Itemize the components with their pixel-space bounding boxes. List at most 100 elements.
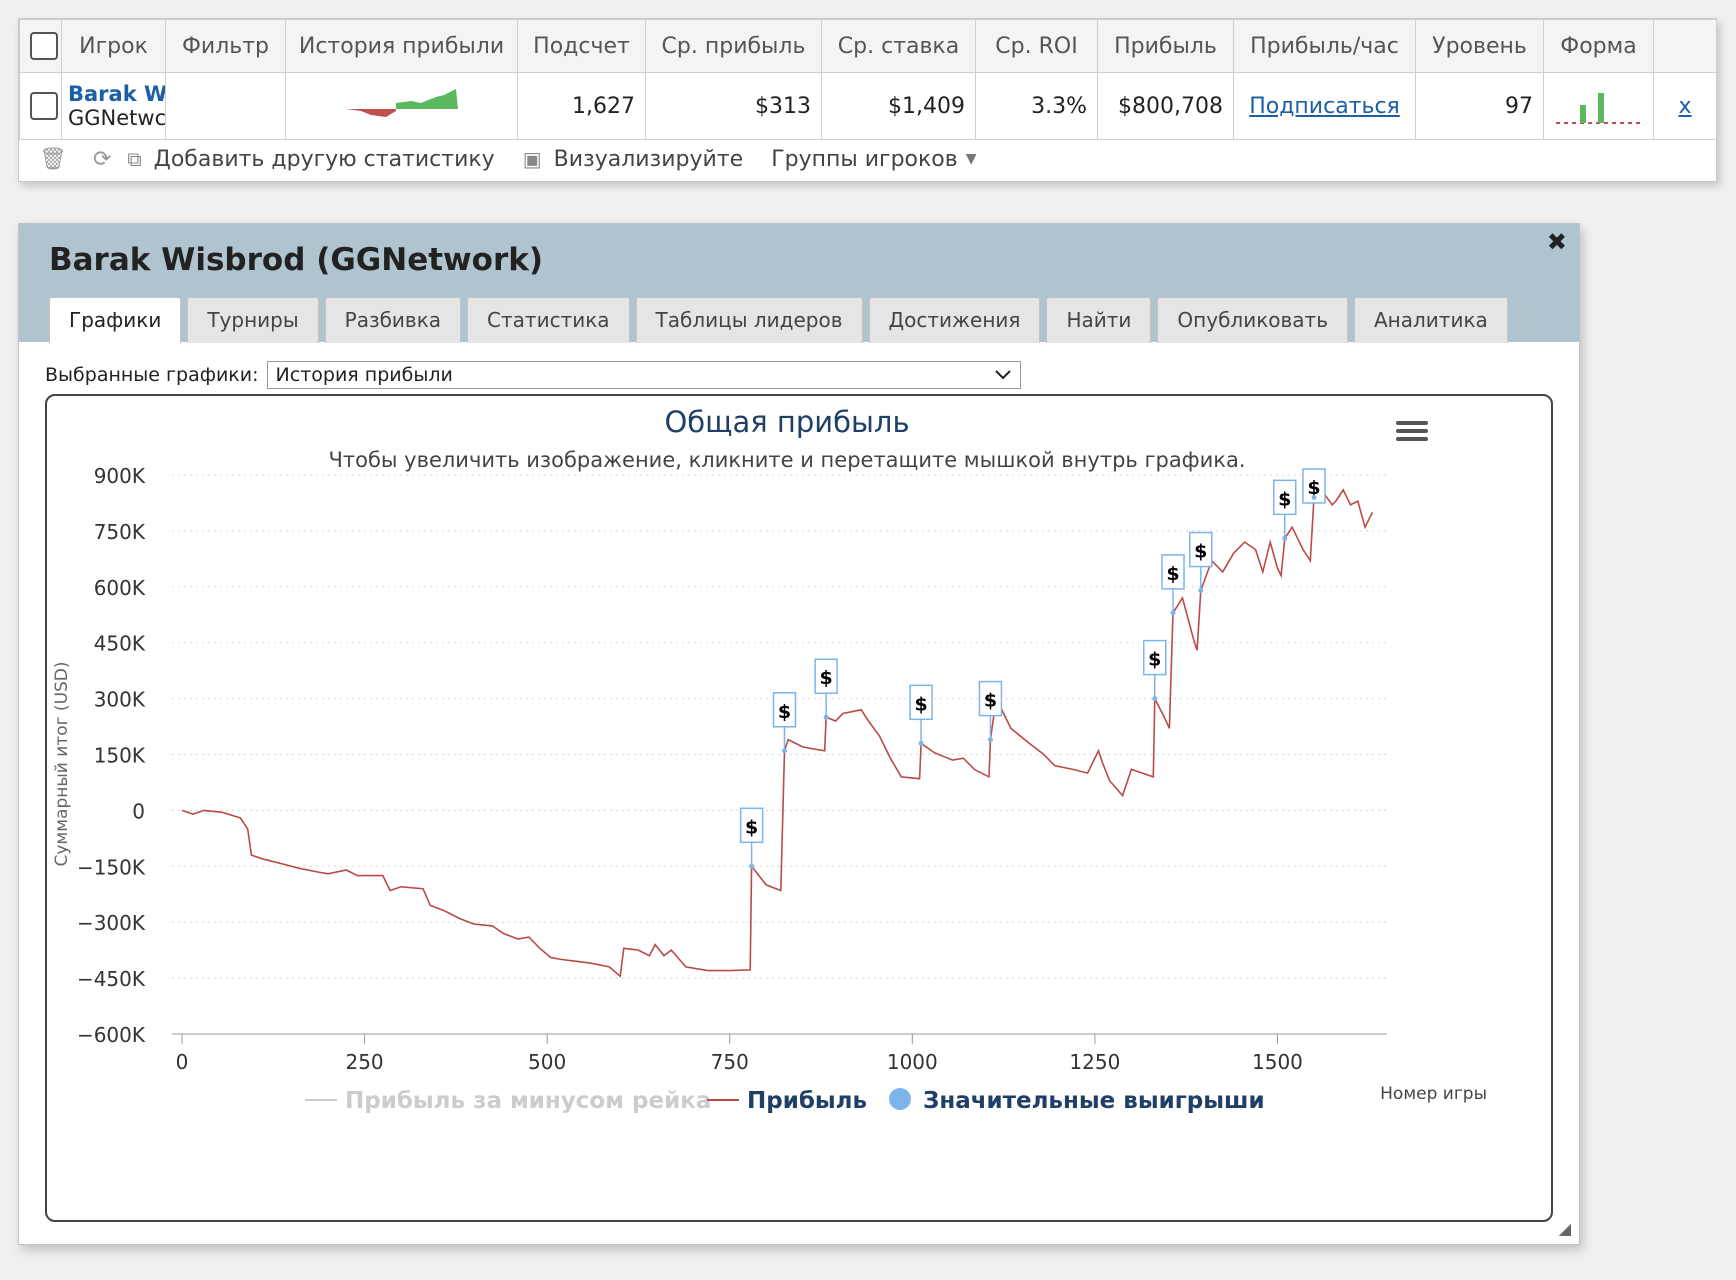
flag-box (1273, 479, 1297, 516)
sparkline-negative-area (326, 109, 396, 117)
tab-breakdown[interactable]: Разбивка (324, 297, 462, 343)
header-filter[interactable]: Фильтр (165, 19, 286, 73)
y-tick-label: 600K (94, 576, 146, 600)
win-point (823, 714, 829, 720)
select-all-checkbox[interactable] (30, 32, 58, 60)
profit-history-sparkline-cell (285, 72, 518, 140)
win-point (918, 740, 924, 746)
header-count[interactable]: Подсчет (517, 19, 646, 73)
flag-box (1161, 554, 1185, 590)
avg-roi-cell: 3.3% (975, 72, 1098, 140)
table-row: Barak W GGNetwc 1,627 $313 $1,409 3.3% $… (19, 72, 1717, 140)
row-checkbox[interactable] (30, 92, 58, 120)
tab-publish[interactable]: Опубликовать (1157, 297, 1348, 343)
remove-cell: x (1653, 72, 1717, 140)
resize-handle-icon[interactable]: ◢ (1558, 1219, 1571, 1238)
flag-box (1143, 639, 1167, 676)
avg-stake-cell: $1,409 (821, 72, 976, 140)
count-cell: 1,627 (517, 72, 646, 140)
header-avg-stake[interactable]: Ср. ставка (821, 19, 976, 73)
chart-select[interactable]: История прибыли (266, 361, 1021, 389)
form-bars (1556, 93, 1640, 124)
profit-per-hour-cell: Подписаться (1233, 72, 1416, 140)
legend-item-net-profit[interactable]: Прибыль за минусом рейка (305, 1088, 711, 1114)
tab-find[interactable]: Найти (1046, 297, 1152, 343)
header-form[interactable]: Форма (1543, 19, 1654, 73)
flag-box (909, 684, 933, 721)
chart-selector-label: Выбранные графики: (45, 364, 259, 386)
tab-leaderboards[interactable]: Таблицы лидеров (635, 297, 863, 343)
significant-win-flag[interactable]: $ (1161, 554, 1185, 616)
visualize-button[interactable]: ▣ Визуализируйте (523, 147, 743, 172)
header-profit[interactable]: Прибыль (1097, 19, 1234, 73)
flag-box (739, 807, 764, 844)
y-tick-label: 0 (132, 799, 145, 823)
tab-analytics[interactable]: Аналитика (1354, 297, 1508, 343)
profit-chart[interactable]: 900K 750K 600K 450K 300K 150K 0 −150K −300K −450K… (47, 396, 1551, 1220)
tab-charts[interactable]: Графики (49, 297, 182, 344)
visualize-label: Визуализируйте (553, 146, 744, 172)
header-avg-profit[interactable]: Ср. прибыль (645, 19, 822, 73)
chart-title: Общая прибыль (664, 405, 909, 439)
tab-statistics[interactable]: Статистика (467, 297, 630, 343)
row-checkbox-cell[interactable] (19, 72, 62, 140)
subscribe-link[interactable]: Подписаться (1249, 93, 1400, 119)
x-tick-label: 250 (345, 1050, 383, 1074)
tab-achievements[interactable]: Достижения (868, 297, 1041, 343)
table-toolbar: 🗑 ⟳ ⧉ Добавить другую статистику ▣ Визуа… (19, 137, 1716, 181)
chart-select-value: История прибыли (275, 364, 453, 386)
add-stat-button[interactable]: ⧉ Добавить другую статистику (127, 147, 494, 172)
filter-cell[interactable] (165, 72, 286, 140)
header-avg-roi[interactable]: Ср. ROI (975, 19, 1098, 73)
series-line-profit[interactable] (181, 488, 1374, 978)
legend-item-significant-wins[interactable]: Значительные выигрыши (889, 1088, 1265, 1114)
close-icon[interactable]: ✖ (1546, 228, 1567, 256)
avg-profit-cell: $313 (645, 72, 822, 140)
legend-item-profit[interactable]: Прибыль (707, 1088, 867, 1114)
player-tabs: Графики Турниры Разбивка Статистика Табл… (49, 297, 1514, 344)
player-name-link[interactable]: Barak W (68, 82, 166, 106)
significant-win-flag[interactable]: $ (814, 658, 838, 720)
x-tick-label: 1500 (1252, 1050, 1303, 1074)
significant-wins: $ $ $ $ $ $ $ $ $ $ (739, 468, 1326, 869)
flag-box (978, 680, 1003, 717)
significant-win-flag[interactable]: $ (978, 680, 1003, 743)
profit-history-sparkline (326, 89, 458, 117)
significant-win-flag[interactable]: $ (1189, 531, 1213, 594)
player-panel-header: Barak Wisbrod (GGNetwork) ✖ Графики Турн… (19, 224, 1579, 344)
significant-win-flag[interactable]: $ (1273, 479, 1297, 541)
x-axis-label: Номер игры (1380, 1084, 1487, 1104)
significant-win-flag[interactable]: $ (739, 807, 764, 869)
player-groups-dropdown[interactable]: Группы игроков ▼ (771, 147, 976, 172)
win-point (749, 863, 755, 869)
stats-panel: Игрок Фильтр История прибыли Подсчет Ср.… (18, 18, 1717, 182)
significant-win-flag[interactable]: $ (909, 684, 933, 746)
remove-row-link[interactable]: x (1678, 93, 1692, 119)
refresh-icon[interactable]: ⟳ (92, 146, 112, 172)
trash-icon[interactable]: 🗑 (39, 146, 67, 172)
win-point (987, 737, 993, 743)
header-player[interactable]: Игрок (61, 19, 166, 73)
image-icon: ▣ (522, 147, 542, 171)
x-tick-label: 1250 (1069, 1050, 1120, 1074)
significant-win-flag[interactable]: $ (1302, 468, 1326, 504)
flag-box (1189, 531, 1213, 568)
significant-win-flag[interactable]: $ (772, 692, 797, 754)
flag-label: $ (1166, 563, 1179, 585)
player-cell: Barak W GGNetwc (61, 72, 166, 140)
header-select-all[interactable] (19, 19, 62, 73)
flag-box (772, 692, 797, 728)
x-tick-label: 500 (528, 1050, 566, 1074)
x-axis-ticks: 0 250 500 750 1000 1250 1500 (176, 1034, 1303, 1074)
significant-win-flag[interactable]: $ (1143, 639, 1167, 702)
flag-box (1302, 468, 1326, 504)
header-profit-per-hour[interactable]: Прибыль/час (1233, 19, 1416, 73)
chart-subtitle: Чтобы увеличить изображение, кликните и … (328, 448, 1245, 472)
chart-container[interactable]: 900K 750K 600K 450K 300K 150K 0 −150K −300K −450K… (45, 394, 1553, 1222)
y-tick-label: −600K (77, 1023, 146, 1047)
header-profit-history[interactable]: История прибыли (285, 19, 518, 73)
tab-tournaments[interactable]: Турниры (187, 297, 319, 343)
header-level[interactable]: Уровень (1415, 19, 1544, 73)
chart-menu-icon[interactable] (1396, 421, 1428, 441)
flag-label: $ (820, 667, 833, 689)
